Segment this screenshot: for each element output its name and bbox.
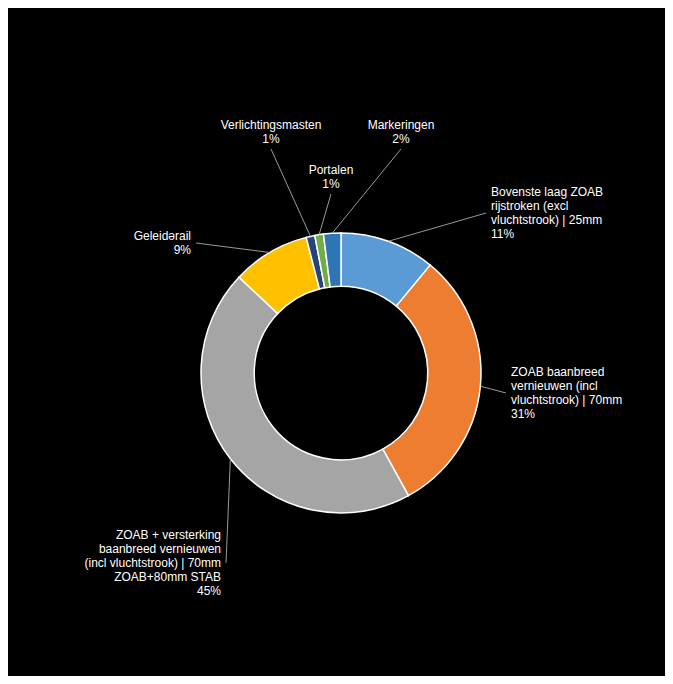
svg-text:Portalen1%: Portalen1% [309,163,354,191]
svg-text:Markeringen2%: Markeringen2% [368,118,435,146]
svg-text:ZOAB + versterkingbaanbreed ve: ZOAB + versterkingbaanbreed vernieuwen(i… [85,528,222,598]
svg-text:Bovenste laag ZOABrijstroken (: Bovenste laag ZOABrijstroken (exclvlucht… [491,185,603,241]
svg-text:Geleidərail9%: Geleidərail9% [134,229,192,257]
svg-text:Verlichtingsmasten1%: Verlichtingsmasten1% [221,118,322,146]
svg-text:ZOAB baanbreedvernieuwen (incl: ZOAB baanbreedvernieuwen (inclvluchtstro… [511,365,622,421]
